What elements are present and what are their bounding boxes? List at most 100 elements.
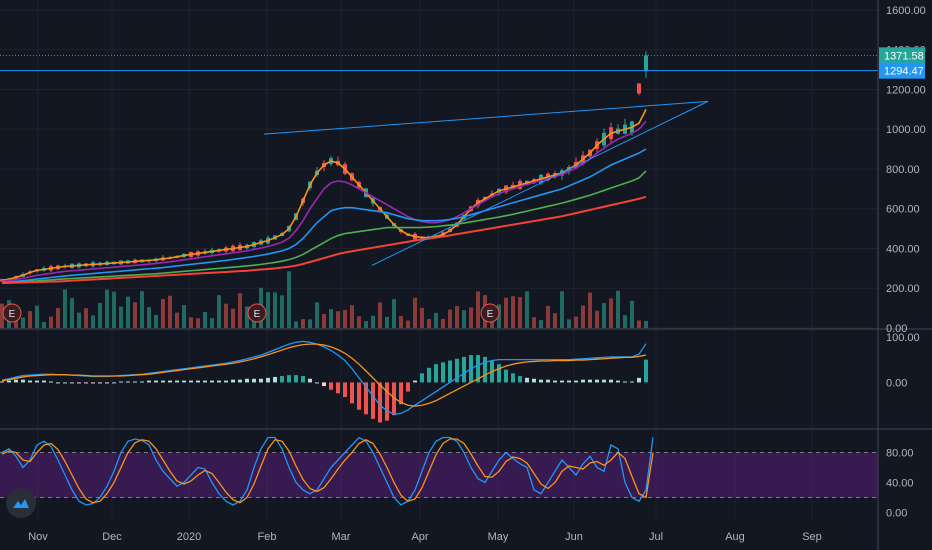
volume-bar [588,292,592,328]
volume-bar [406,320,410,328]
trendline-upper[interactable] [263,100,709,135]
ma-line-ma_mid[interactable] [1,120,647,283]
macd-histogram-bar [567,380,571,383]
volume-bar [567,319,571,328]
macd-histogram-bar [609,379,613,383]
macd-histogram-bar [420,373,424,383]
volume-bar [630,300,634,328]
volume-bar [399,315,403,328]
macd-histogram-bar [161,380,165,383]
macd-histogram-bar [0,381,4,383]
volume-bar [56,308,60,328]
macd-histogram-bar [434,364,438,383]
time-tick-label: Aug [725,531,745,543]
volume-bar [126,296,130,328]
stochastic-pane[interactable] [0,436,878,506]
macd-histogram-bar [371,382,375,419]
earnings-marker-circle [2,303,22,323]
earnings-marker-label: E [487,309,494,320]
volume-bar [0,303,4,328]
volume-bar [602,303,606,328]
earnings-marker[interactable]: E [247,303,267,323]
macd-histogram-bar [532,378,536,383]
candle-body[interactable] [644,55,648,71]
volume-bar [343,309,347,328]
macd-histogram-bar [511,373,515,383]
macd-line-signal[interactable] [1,343,647,407]
price-tick-label: 0.00 [886,323,907,335]
trendline-lower[interactable] [371,100,709,266]
last-price-tag[interactable]: 1371.58 [884,50,924,62]
ma-line-ma_fast[interactable] [1,108,647,282]
volume-bar [91,315,95,328]
earnings-marker[interactable]: E [2,303,22,323]
hline-price-tag[interactable]: 1294.47 [884,66,924,78]
macd-histogram-bar [63,382,67,384]
macd-histogram-bar [287,375,291,383]
macd-histogram-bar [504,369,508,383]
volume-bar [427,319,431,328]
volume-bar [273,292,277,328]
tradingview-logo[interactable] [6,488,36,518]
macd-histogram-bar [77,382,81,384]
candle-body[interactable] [637,83,641,94]
volume-bar [287,271,291,328]
macd-histogram-bar [588,379,592,383]
ma-line-ma_200[interactable] [1,195,647,285]
volume-bar [203,312,207,328]
stochastic-line-d[interactable] [1,438,654,504]
volume-bar [140,291,144,328]
macd-histogram-bar [560,380,564,383]
macd-histogram-bar [189,380,193,383]
macd-histogram-bar [245,378,249,383]
ma-line-ma_50[interactable] [1,148,647,284]
macd-histogram-bar [574,380,578,383]
volume-bar [350,305,354,328]
volume-bar [595,310,599,328]
ma-line-ma_100[interactable] [1,170,647,284]
macd-line-macd[interactable] [1,340,647,415]
time-tick-label: May [488,531,509,543]
price-tick-label: 200.00 [886,283,920,295]
volume-bar [532,317,536,328]
macd-histogram-bar [203,380,207,383]
macd-histogram-bar [196,380,200,383]
stochastic-line-k[interactable] [1,436,654,506]
macd-histogram-bar [581,379,585,383]
macd-histogram-bar [49,381,53,383]
volume-bar [308,319,312,328]
earnings-marker[interactable]: E [480,303,500,323]
macd-histogram-bar [553,380,557,383]
macd-histogram-bar [238,379,242,383]
macd-histogram-bar [637,377,641,383]
volume-bar [637,320,641,328]
macd-histogram-bar [336,382,340,394]
macd-histogram-bar [525,377,529,383]
macd-histogram-bar [301,376,305,383]
volume-bar [98,302,102,328]
earnings-marker-circle [480,303,500,323]
volume-bar [357,316,361,328]
volume-bar [385,316,389,328]
volume-bar [217,295,221,328]
time-tick-label: Mar [332,531,351,543]
macd-pane[interactable] [0,340,648,423]
macd-histogram-bar [413,380,417,383]
macd-histogram-bar [259,378,263,383]
macd-histogram-bar [595,379,599,383]
earnings-marker-label: E [254,309,261,320]
volume-bar [441,318,445,328]
volume-bar [462,310,466,328]
volume-bar [105,289,109,328]
volume-bar [609,298,613,328]
macd-histogram-bar [154,380,158,383]
volume-bar [147,307,151,328]
macd-histogram-bar [546,379,550,383]
volume-bar [70,298,74,328]
stochastic-tick-label: 0.00 [886,508,907,520]
volume-bar [511,296,515,328]
